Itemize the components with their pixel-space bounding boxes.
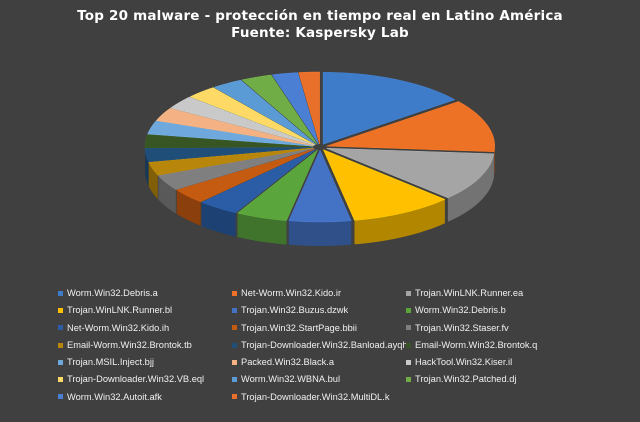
pie-slice-16 [189,87,316,146]
legend-label: Worm.Win32.Debris.b [415,305,506,316]
legend-label: Trojan.WinLNK.Runner.ea [415,288,524,298]
pie-slice-side-11 [145,148,149,186]
legend-swatch-icon [406,359,411,365]
pie-slice-2 [326,101,495,152]
legend-item-1: Worm.Win32.Debris.a [58,286,232,300]
legend-label: Trojan.WinLNK.Runner.bl [67,305,173,316]
pie-slice-15 [170,96,315,146]
legend-item-17: Worm.Win32.WBNA.bul [232,372,406,386]
legend-label: Trojan-Downloader.Win32.VB.eql [67,374,205,385]
legend-swatch-icon [232,377,237,383]
legend-item-15: HackTool.Win32.Kiser.il [406,355,606,369]
legend-swatch-icon [232,359,237,365]
legend-label: Trojan.Win32.Buzus.dzwk [241,305,349,316]
legend-swatch-icon [232,290,237,296]
legend-swatch-icon [58,359,63,365]
legend-item-9: Trojan.Win32.Staser.fv [406,321,606,335]
legend-item-5: Trojan.Win32.Buzus.dzwk [232,303,406,317]
legend-item-10: Email-Worm.Win32.Brontok.tb [58,338,232,352]
pie-slice-side-7 [201,202,236,237]
legend-swatch-icon [58,377,63,383]
legend-label: Net-Worm.Win32.Kido.ih [67,322,170,333]
legend-label: Email-Worm.Win32.Brontok.q [415,339,538,350]
pie-slice-11 [144,147,314,163]
pie-slice-5 [288,149,352,223]
legend-item-3: Trojan.WinLNK.Runner.ea [406,286,606,300]
pie-slice-side-8 [176,190,201,226]
legend-swatch-icon [232,342,237,348]
pie-slice-side-5 [288,220,352,246]
legend-item-4: Trojan.WinLNK.Runner.bl [58,303,232,317]
pie-slice-20 [298,71,320,145]
legend-label: Trojan.MSIL.Inject.bjj [67,357,154,368]
legend-label: Trojan.Win32.StartPage.bbii [241,322,357,333]
legend-item-11: Trojan-Downloader.Win32.Banload.ayqh [232,338,408,352]
legend-swatch-icon [406,377,411,383]
legend-item-16: Trojan-Downloader.Win32.VB.eql [58,372,232,386]
pie-slice-14 [155,108,314,146]
legend-swatch-icon [232,394,237,400]
legend-label: Packed.Win32.Black.a [241,357,335,368]
legend-label: Worm.Win32.Autoit.afk [67,391,162,402]
legend-swatch-icon [232,307,237,313]
legend-item-20: Trojan-Downloader.Win32.MultiDL.k [232,390,406,404]
legend-label: Trojan.Win32.Patched.dj [415,374,517,385]
legend-swatch-icon [58,325,63,331]
legend-item-7: Net-Worm.Win32.Kido.ih [58,321,232,335]
pie-slice-10 [148,147,314,176]
legend-label: Worm.Win32.Debris.a [67,288,158,298]
legend-swatch-icon [406,325,411,331]
legend-item-12: Email-Worm.Win32.Brontok.q [406,338,606,352]
pie-slice-17 [213,79,317,145]
legend-swatch-icon [58,342,63,348]
pie-slice-3 [326,147,495,199]
pie-slice-1 [322,72,456,145]
pie-slice-side-10 [148,162,158,200]
legend-swatch-icon [58,290,63,296]
legend-label: Worm.Win32.WBNA.bul [241,374,341,385]
pie-slice-4 [322,149,446,221]
chart-legend: Worm.Win32.Debris.a Net-Worm.Win32.Kido.i… [58,286,638,404]
legend-label: Email-Worm.Win32.Brontok.tb [67,339,192,350]
legend-swatch-icon [406,307,411,313]
legend-swatch-icon [58,394,63,400]
legend-label: Trojan-Downloader.Win32.Banload.ayqh [241,339,408,350]
legend-label: HackTool.Win32.Kiser.il [415,357,513,368]
pie-slice-8 [176,148,315,203]
pie-slice-side-6 [237,213,287,245]
legend-swatch-icon [232,325,237,331]
pie-chart [144,71,495,246]
pie-slice-9 [157,148,314,190]
legend-swatch-icon [58,307,63,313]
legend-item-18: Trojan.Win32.Patched.dj [406,372,606,386]
pie-slice-7 [201,149,317,213]
legend-item-14: Packed.Win32.Black.a [232,355,406,369]
chart-title: Top 20 malware - protección en tiempo re… [0,8,640,42]
legend-item-6: Worm.Win32.Debris.b [406,303,606,317]
legend-swatch-icon [406,342,411,348]
pie-slice-19 [271,72,319,145]
pie-slice-6 [236,149,318,221]
pie-slice-13 [147,120,314,147]
pie-slice-side-4 [354,199,445,245]
pie-slice-side-3 [447,153,494,222]
legend-label: Net-Worm.Win32.Kido.ir [241,288,342,298]
legend-item-8: Trojan.Win32.StartPage.bbii [232,321,406,335]
legend-swatch-icon [406,290,411,296]
legend-item-13: Trojan.MSIL.Inject.bjj [58,355,232,369]
legend-label: Trojan-Downloader.Win32.MultiDL.k [241,391,390,402]
pie-slice-18 [241,74,318,145]
pie-slice-side-9 [158,175,176,214]
legend-item-19: Worm.Win32.Autoit.afk [58,390,232,404]
legend-label: Trojan.Win32.Staser.fv [415,322,509,333]
chart-title-line1: Top 20 malware - protección en tiempo re… [77,8,563,24]
pie-slice-side-2 [494,146,495,176]
chart-title-line2: Fuente: Kaspersky Lab [231,25,409,41]
pie-slice-12 [144,134,314,149]
legend-item-2: Net-Worm.Win32.Kido.ir [232,286,406,300]
